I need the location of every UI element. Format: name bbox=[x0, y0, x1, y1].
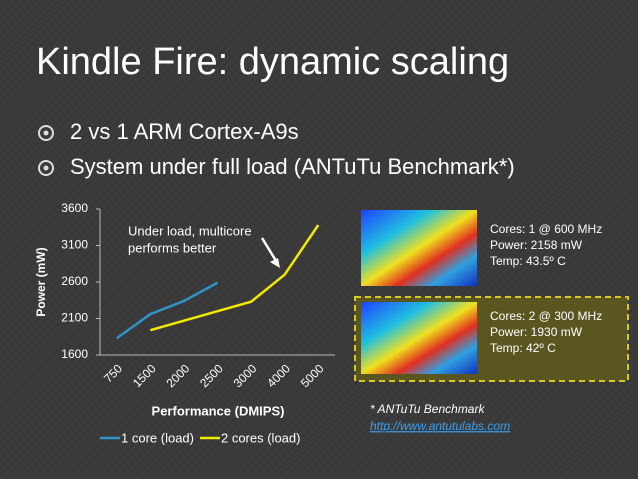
annotation: performs better bbox=[128, 240, 217, 255]
panel-line: Temp: 42º C bbox=[490, 341, 556, 355]
footnote: * ANTuTu Benchmark bbox=[370, 402, 485, 416]
annotation: Under load, multicore bbox=[128, 223, 252, 238]
thermal-image bbox=[361, 210, 477, 286]
bullet: System under full load (ANTuTu Benchmark… bbox=[70, 154, 515, 179]
bullet-icon bbox=[38, 160, 54, 176]
panel-line: Cores: 1 @ 600 MHz bbox=[490, 222, 602, 236]
series-line bbox=[116, 281, 219, 340]
y-tick-label: 2600 bbox=[61, 274, 88, 288]
slide-title: Kindle Fire: dynamic scaling bbox=[36, 41, 509, 83]
bullet: 2 vs 1 ARM Cortex-A9s bbox=[70, 119, 299, 144]
y-tick-label: 1600 bbox=[61, 347, 88, 361]
y-tick-label: 3100 bbox=[61, 238, 88, 252]
arrow-head bbox=[270, 258, 280, 268]
panel-line: Temp: 43.5º C bbox=[490, 254, 566, 268]
y-axis-title: Power (mW) bbox=[34, 247, 48, 316]
series-line bbox=[150, 224, 320, 332]
panel-line: Power: 2158 mW bbox=[490, 238, 583, 252]
link[interactable]: http://www.antutulabs.com bbox=[370, 419, 510, 433]
legend-label: 2 cores (load) bbox=[221, 430, 300, 445]
y-tick-label: 3600 bbox=[61, 201, 88, 215]
thermal-image bbox=[361, 302, 477, 374]
panel-line: Power: 1930 mW bbox=[490, 325, 583, 339]
legend-label: 1 core (load) bbox=[121, 430, 194, 445]
y-tick-label: 2100 bbox=[61, 311, 88, 325]
bullet-icon bbox=[38, 125, 54, 141]
x-axis-title: Performance (DMIPS) bbox=[152, 403, 285, 418]
panel-line: Cores: 2 @ 300 MHz bbox=[490, 309, 602, 323]
